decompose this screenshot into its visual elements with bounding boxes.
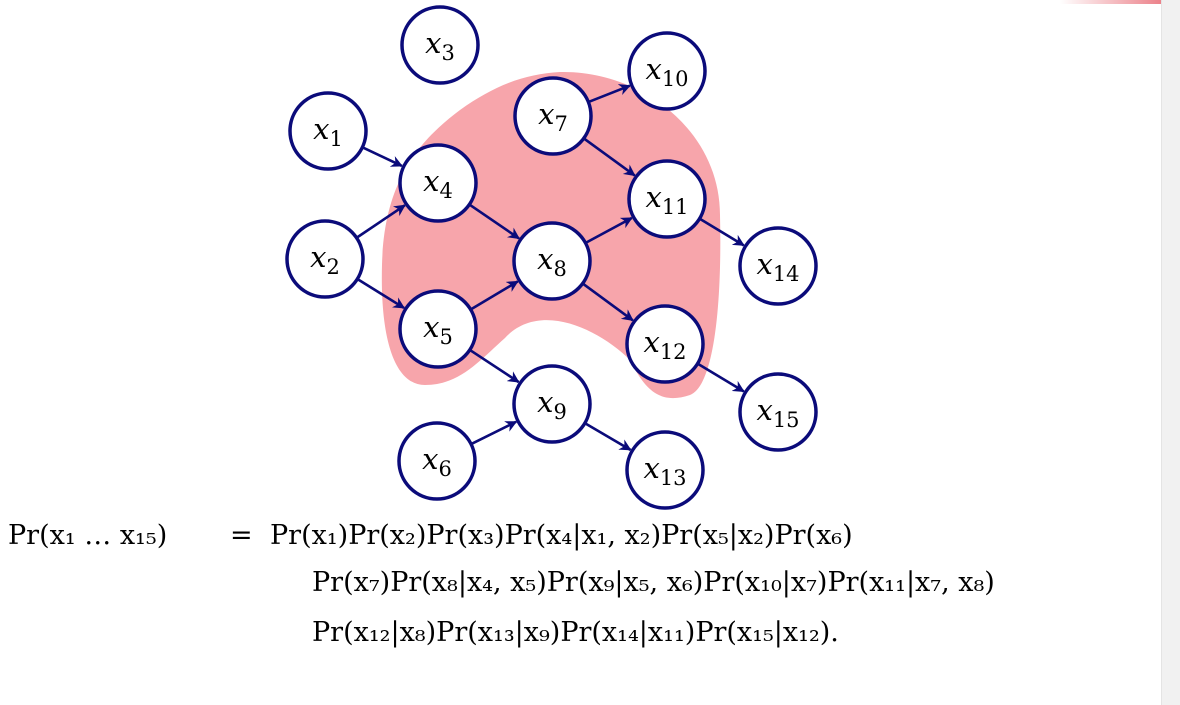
node-label-sub-x5: 5 [439,325,452,349]
node-circle-x9 [512,364,592,444]
node-label-sub-x2: 2 [326,255,339,279]
edge-x9-to-x13 [585,422,632,451]
node-label-base-x15: x [756,393,772,427]
node-label-sub-x1: 1 [329,127,342,151]
top-accent-bar [1060,0,1180,4]
node-label-x10: x10 [645,52,688,91]
node-label-base-x7: x [538,97,554,131]
node-label-x12: x12 [643,325,686,364]
node-label-x11: x11 [645,180,688,219]
node-label-x6: x6 [422,442,452,481]
node-x11: x11 [627,159,707,239]
node-label-x14: x14 [756,247,799,286]
node-label-base-x2: x [310,240,326,274]
node-label-base-x9: x [537,385,553,419]
node-circle-x8 [512,221,592,301]
edge-x7-to-x11 [583,137,636,177]
node-label-sub-x7: 7 [554,112,567,136]
edge-x5-to-x9 [469,349,520,384]
edge-x2-to-x5 [357,278,405,310]
node-x10: x10 [627,31,707,111]
node-circle-x14 [738,226,818,306]
equation-equals-sign: = [230,520,253,551]
node-label-base-x5: x [423,310,439,344]
edge-x7-to-x10 [588,84,631,103]
equation-line-2: Pr(x₇)Pr(x₈|x₄, x₅)Pr(x₉|x₅, x₆)Pr(x₁₀|x… [312,567,995,598]
node-label-x3: x3 [425,26,455,65]
node-x8: x8 [512,221,592,301]
node-label-x2: x2 [310,240,340,279]
node-label-x15: x15 [756,393,799,432]
node-circle-x7 [513,76,593,156]
node-x12: x12 [625,304,705,384]
node-circle-x15 [738,372,818,452]
node-circle-x11 [627,159,707,239]
node-x2: x2 [285,219,365,299]
node-label-x8: x8 [537,242,567,281]
node-x6: x6 [397,421,477,501]
node-x7: x7 [513,76,593,156]
edge-x4-to-x8 [469,203,520,240]
node-x13: x13 [625,430,705,510]
vertical-scrollbar[interactable] [1161,0,1180,705]
node-label-sub-x11: 11 [662,195,689,219]
node-label-base-x12: x [643,325,659,359]
node-x14: x14 [738,226,818,306]
node-circle-x10 [627,31,707,111]
node-circle-x4 [398,143,478,223]
node-circle-x1 [288,91,368,171]
node-label-sub-x3: 3 [441,41,454,65]
node-circle-x12 [625,304,705,384]
node-label-base-x6: x [422,442,438,476]
equation-lhs: Pr(x₁ … x₁₅) [8,520,168,551]
node-circle-x3 [400,5,480,85]
edge-x6-to-x9 [471,420,518,445]
edge-x12-to-x15 [697,362,745,393]
node-label-sub-x6: 6 [438,457,451,481]
edge-x5-to-x8 [470,280,519,311]
node-label-x9: x9 [537,385,567,424]
node-label-x13: x13 [643,451,686,490]
node-label-base-x13: x [643,451,659,485]
node-x4: x4 [398,143,478,223]
edge-x8-to-x11 [585,216,633,244]
node-label-base-x10: x [645,52,661,86]
node-label-sub-x10: 10 [662,67,689,91]
node-label-base-x4: x [423,164,439,198]
node-label-sub-x15: 15 [773,408,800,432]
node-label-x4: x4 [423,164,453,203]
node-label-sub-x4: 4 [439,179,452,203]
node-label-base-x8: x [537,242,553,276]
node-label-sub-x9: 9 [553,400,566,424]
node-circle-x2 [285,219,365,299]
node-x15: x15 [738,372,818,452]
node-label-base-x14: x [756,247,772,281]
edge-x1-to-x4 [362,146,403,168]
node-label-sub-x12: 12 [660,340,687,364]
node-label-base-x11: x [645,180,661,214]
node-x5: x5 [398,289,478,369]
node-circle-x5 [398,289,478,369]
edge-x8-to-x12 [582,283,634,322]
node-x3: x3 [400,5,480,85]
equation-line-3: Pr(x₁₂|x₈)Pr(x₁₃|x₉)Pr(x₁₄|x₁₁)Pr(x₁₅|x₁… [312,617,839,648]
node-label-x7: x7 [538,97,568,136]
node-label-sub-x14: 14 [773,262,800,286]
node-circle-x6 [397,421,477,501]
node-circle-x13 [625,430,705,510]
equation-line-1: Pr(x₁)Pr(x₂)Pr(x₃)Pr(x₄|x₁, x₂)Pr(x₅|x₂)… [270,520,853,551]
node-label-base-x1: x [313,112,329,146]
node-x9: x9 [512,364,592,444]
node-x1: x1 [288,91,368,171]
node-label-base-x3: x [425,26,441,60]
node-label-sub-x13: 13 [660,466,687,490]
node-label-x5: x5 [423,310,453,349]
node-label-x1: x1 [313,112,343,151]
edge-x2-to-x4 [356,204,406,239]
edges-layer [356,84,745,451]
node-label-sub-x8: 8 [553,257,566,281]
edge-x11-to-x14 [699,218,745,247]
